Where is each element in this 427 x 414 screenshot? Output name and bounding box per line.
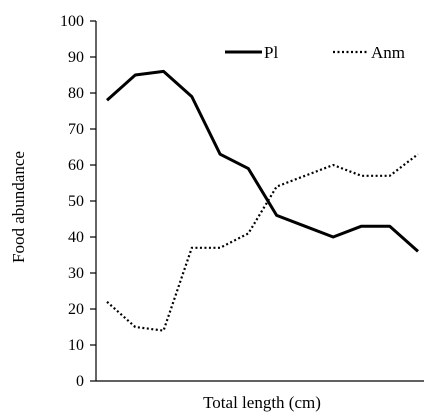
legend-label-pl: Pl: [264, 43, 278, 62]
y-tick-label: 80: [68, 85, 84, 102]
x-axis-label: Total length (cm): [203, 393, 321, 412]
y-tick-label: 70: [68, 121, 84, 138]
y-tick-label: 10: [68, 337, 84, 354]
y-tick-label: 60: [68, 157, 84, 174]
y-tick-label: 30: [68, 265, 84, 282]
legend: Pl Anm: [225, 43, 405, 62]
y-tick-label: 90: [68, 49, 84, 66]
series-line-anm: [106, 153, 419, 332]
series-lines: [106, 69, 419, 332]
y-tick-label: 100: [60, 13, 84, 30]
y-axis-label: Food abundance: [9, 151, 28, 263]
series-line-pl: [106, 69, 419, 253]
y-tick-label: 0: [76, 373, 84, 390]
y-axis: 0 10 20 30 40 50 60 70 80 90 100: [60, 13, 97, 390]
legend-label-anm: Anm: [371, 43, 405, 62]
y-tick-label: 40: [68, 229, 84, 246]
y-tick-label: 50: [68, 193, 84, 210]
y-tick-label: 20: [68, 301, 84, 318]
